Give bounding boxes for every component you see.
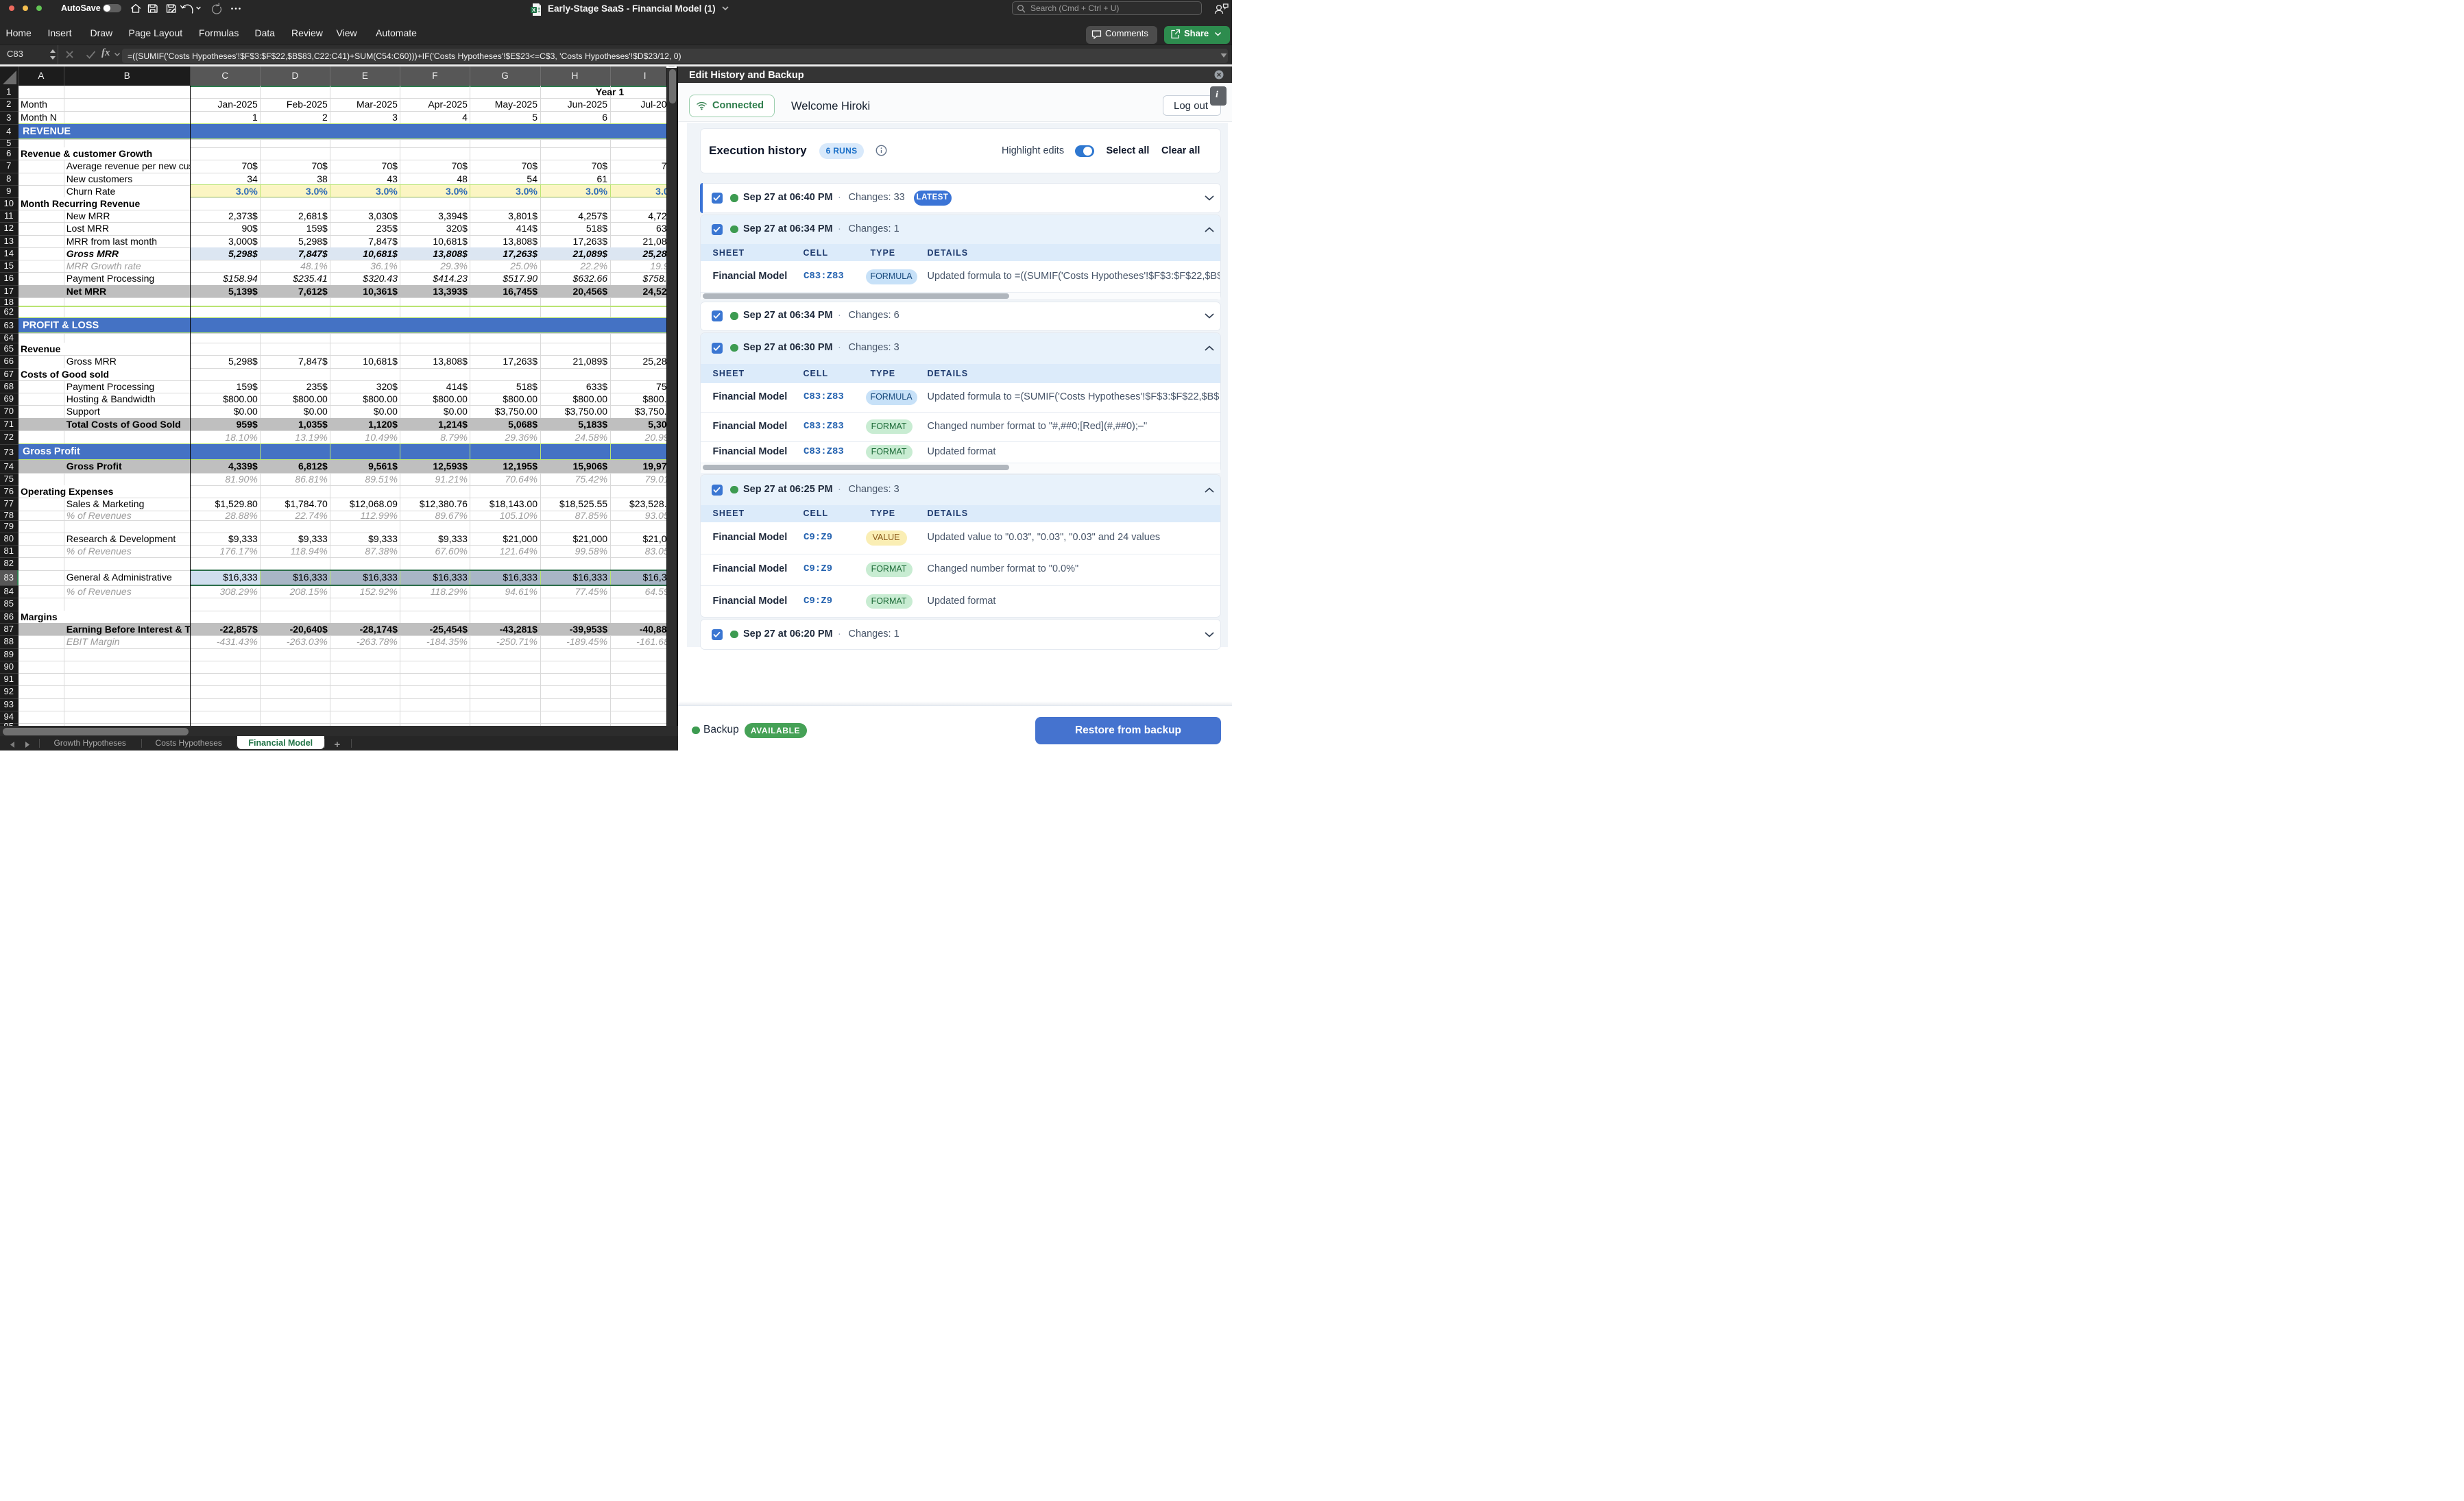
svg-text:X: X	[532, 7, 535, 13]
